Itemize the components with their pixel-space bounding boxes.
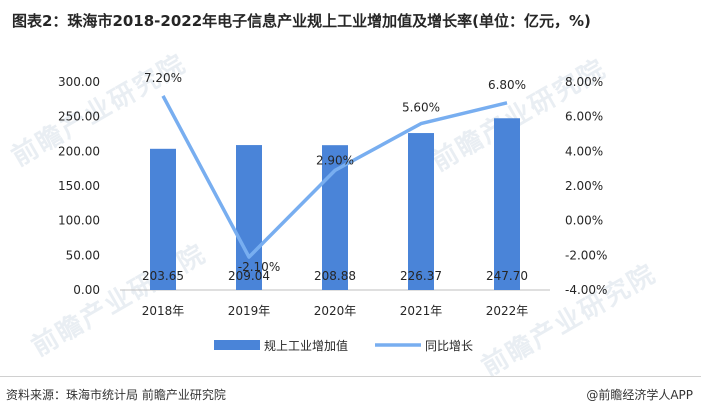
x-tick-label: 2021年 <box>400 304 443 318</box>
legend-label: 规上工业增加值 <box>264 338 348 353</box>
line-value-label: 2.90% <box>316 153 354 167</box>
bar-value-label: 203.65 <box>142 269 184 283</box>
line-value-label: -2.10% <box>238 260 280 274</box>
bar-value-label: 226.37 <box>400 269 442 283</box>
bar-value-label: 208.88 <box>314 269 356 283</box>
line-value-label: 5.60% <box>402 101 440 115</box>
y-right-tick-label: 6.00% <box>565 110 603 124</box>
bar-value-label: 209.04 <box>228 269 270 283</box>
y-left-tick-label: 100.00 <box>58 214 100 228</box>
bar <box>236 145 262 290</box>
y-left-tick-label: 300.00 <box>58 75 100 89</box>
line-value-label: 7.20% <box>144 71 182 85</box>
y-right-tick-label: -4.00% <box>565 283 607 297</box>
x-tick-label: 2022年 <box>486 304 529 318</box>
y-left-tick-label: 150.00 <box>58 179 100 193</box>
y-left-tick-label: 200.00 <box>58 144 100 158</box>
source-note: 资料来源：珠海市统计局 前瞻产业研究院 <box>6 388 226 402</box>
y-left-tick-label: 0.00 <box>73 283 100 297</box>
y-right-tick-label: -2.00% <box>565 248 607 262</box>
x-tick-label: 2020年 <box>314 304 357 318</box>
combo-chart: 0.00 50.00 100.00 150.00 200.00 250.00 300.00 -… <box>58 71 607 353</box>
y-right-tick-label: 4.00% <box>565 144 603 158</box>
y-right-tick-label: 0.00% <box>565 214 603 228</box>
y-left-tick-label: 50.00 <box>66 248 100 262</box>
brand-label: @前瞻经济学人APP <box>586 388 693 402</box>
chart-title: 图表2：珠海市2018-2022年电子信息产业规上工业增加值及增长率(单位：亿元… <box>12 12 591 30</box>
y-right-tick-label: 2.00% <box>565 179 603 193</box>
bar-value-label: 247.70 <box>486 269 528 283</box>
legend-swatch-bar <box>214 340 260 350</box>
line-value-label: 6.80% <box>488 78 526 92</box>
bar <box>494 118 520 291</box>
growth-line <box>161 95 508 259</box>
bar <box>408 133 434 290</box>
y-left-tick-label: 250.00 <box>58 110 100 124</box>
y-right-tick-label: 8.00% <box>565 75 603 89</box>
x-tick-label: 2018年 <box>142 304 185 318</box>
legend-label: 同比增长 <box>425 339 473 353</box>
x-tick-label: 2019年 <box>228 304 271 318</box>
footer-divider <box>0 376 701 377</box>
bar <box>150 148 176 290</box>
